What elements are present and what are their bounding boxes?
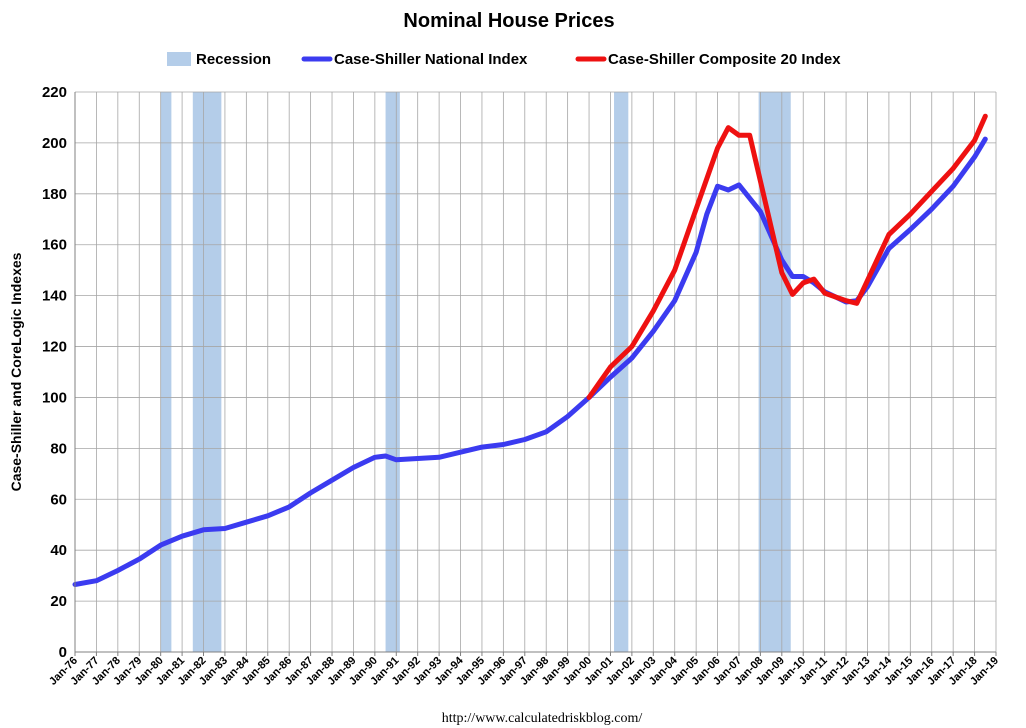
series-lines — [72, 113, 988, 587]
legend-swatch-recession — [167, 52, 191, 66]
y-tick-label: 120 — [42, 339, 67, 356]
axes: 020406080100120140160180200220Jan-76Jan-… — [42, 84, 1001, 688]
series-line-composite — [586, 113, 988, 400]
y-tick-label: 200 — [42, 135, 67, 152]
recession-band — [160, 92, 172, 652]
y-tick-label: 180 — [42, 186, 67, 203]
chart-title: Nominal House Prices — [403, 10, 614, 32]
recession-band — [385, 92, 400, 652]
legend-label-national: Case-Shiller National Index — [334, 51, 528, 68]
source-url: http://www.calculatedriskblog.com/ — [442, 711, 643, 726]
y-axis-label: Case-Shiller and CoreLogic Indexes — [8, 252, 24, 491]
y-tick-label: 100 — [42, 389, 67, 406]
recession-band — [614, 92, 629, 652]
y-tick-label: 0 — [59, 644, 67, 661]
y-tick-label: 220 — [42, 84, 67, 101]
recession-band — [192, 92, 222, 652]
legend-label-recession: Recession — [196, 51, 271, 68]
y-tick-label: 40 — [50, 542, 67, 559]
y-tick-label: 60 — [50, 491, 67, 508]
legend: Recession Case-Shiller National Index Ca… — [167, 51, 841, 68]
y-tick-label: 20 — [50, 593, 67, 610]
y-tick-label: 80 — [50, 440, 67, 457]
legend-label-composite: Case-Shiller Composite 20 Index — [608, 51, 841, 68]
y-tick-label: 140 — [42, 288, 67, 305]
recession-band — [758, 92, 791, 652]
y-tick-label: 160 — [42, 237, 67, 254]
